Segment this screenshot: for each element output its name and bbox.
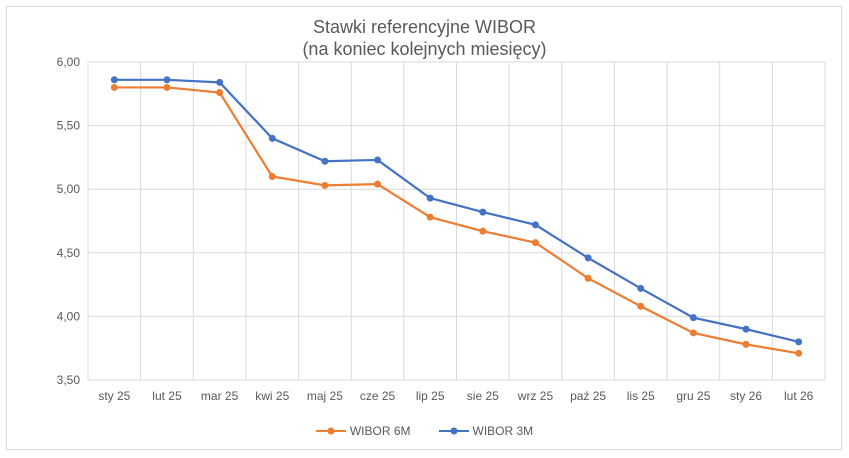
x-tick-label: wrz 25 <box>517 389 554 403</box>
data-point <box>531 239 539 247</box>
x-tick-label: gru 25 <box>676 389 710 403</box>
y-tick-label: 3,50 <box>57 373 81 387</box>
data-point <box>531 221 539 229</box>
x-tick-label: cze 25 <box>360 389 396 403</box>
legend-marker <box>438 427 469 435</box>
x-tick-label: mar 25 <box>201 389 239 403</box>
data-point <box>321 157 329 165</box>
data-point <box>637 302 645 310</box>
legend: WIBOR 6M WIBOR 3M <box>0 424 849 438</box>
series-line <box>114 78 799 343</box>
y-tick-label: 5,50 <box>57 119 81 133</box>
data-point <box>584 274 592 282</box>
x-tick-label: sty 26 <box>730 389 762 403</box>
x-tick-label: sty 25 <box>98 389 130 403</box>
chart-title: Stawki referencyjne WIBOR <box>312 17 537 37</box>
data-point <box>584 254 592 262</box>
chart-subtitle: (na koniec kolejnych miesięcy) <box>302 39 547 59</box>
data-point <box>374 156 382 164</box>
x-tick-label: paź 25 <box>570 389 606 403</box>
y-tick-label: 5,00 <box>57 182 81 196</box>
x-tick-label: maj 25 <box>307 389 343 403</box>
x-tick-label: kwi 25 <box>255 389 289 403</box>
y-tick-label: 4,00 <box>57 309 81 323</box>
legend-marker <box>315 427 346 435</box>
legend-item: WIBOR 3M <box>438 424 534 438</box>
data-point <box>637 284 645 292</box>
data-point <box>110 76 118 84</box>
data-point <box>374 180 382 188</box>
data-point <box>795 338 803 346</box>
data-point <box>426 213 434 221</box>
data-point <box>110 83 118 91</box>
data-point <box>268 134 276 142</box>
data-point <box>795 349 803 357</box>
data-point <box>216 78 224 86</box>
x-tick-label: sie 25 <box>467 389 499 403</box>
data-point <box>426 194 434 202</box>
data-point <box>742 325 750 333</box>
x-tick-label: lut 26 <box>784 389 814 403</box>
data-point <box>216 89 224 97</box>
data-point <box>742 340 750 348</box>
data-point <box>479 208 487 216</box>
chart-frame <box>6 6 842 450</box>
series-line <box>114 86 799 355</box>
data-point <box>689 329 697 337</box>
data-point <box>479 227 487 235</box>
data-point <box>268 172 276 180</box>
legend-label: WIBOR 3M <box>472 424 534 438</box>
y-tick-label: 4,50 <box>57 246 81 260</box>
x-tick-label: lip 25 <box>416 389 445 403</box>
data-point <box>163 83 171 91</box>
y-tick-label: 6,00 <box>57 55 81 69</box>
legend-label: WIBOR 6M <box>349 424 411 438</box>
x-tick-label: lut 25 <box>152 389 182 403</box>
data-point <box>689 314 697 322</box>
x-tick-label: lis 25 <box>627 389 655 403</box>
data-point <box>163 76 171 84</box>
legend-item: WIBOR 6M <box>315 424 411 438</box>
data-point <box>321 181 329 189</box>
